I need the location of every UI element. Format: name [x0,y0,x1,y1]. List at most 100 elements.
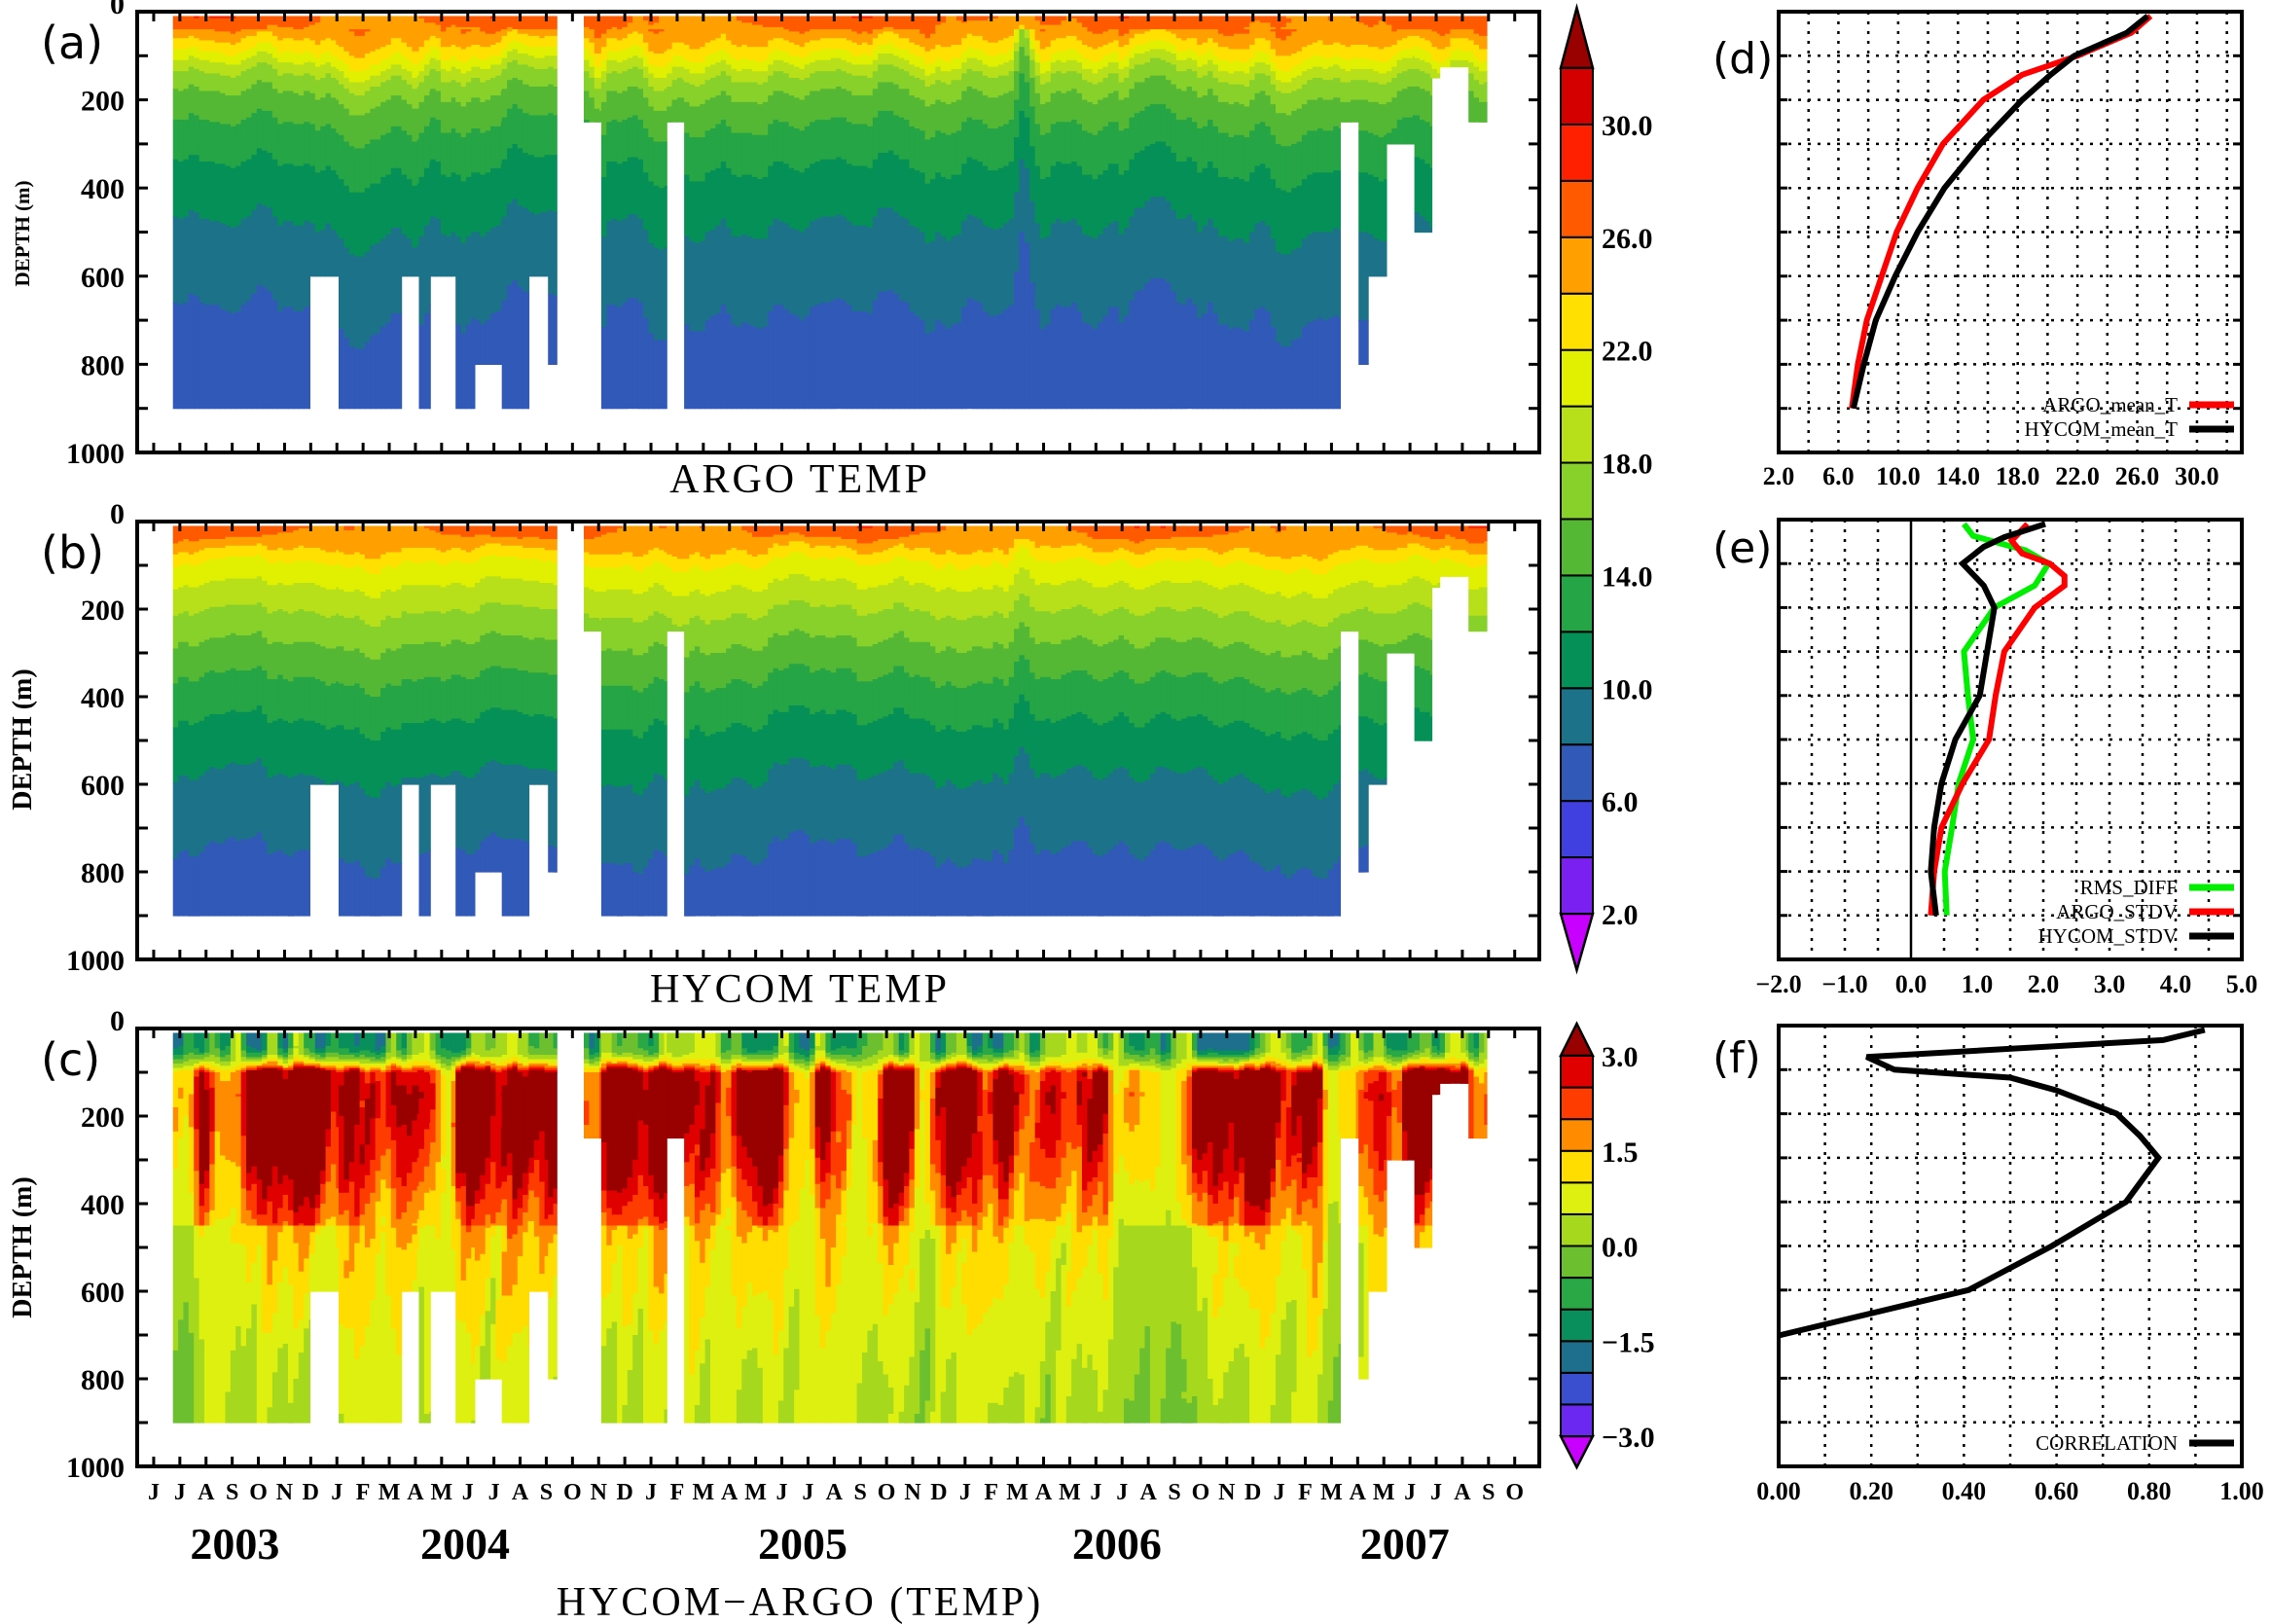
contour-cell [909,75,916,96]
contour-cell [288,856,294,917]
contour-cell [1129,117,1136,161]
contour-cell [1139,541,1146,556]
contour-cell [527,113,530,156]
contour-cell [1065,122,1072,164]
contour-cell [1234,525,1240,533]
contour-cell [667,49,673,63]
contour-cell [490,64,497,79]
contour-cell [1039,104,1046,136]
contour-cell [667,525,673,556]
contour-cell [1223,324,1230,410]
contour-cell [435,16,442,26]
contour-cell [539,560,546,584]
contour-cell [304,38,310,53]
contour-cell [407,16,413,48]
contour-cell [364,54,371,70]
contour-cell [720,653,727,689]
contour-cell [904,525,911,538]
contour-cell [972,552,978,566]
contour-cell [495,536,502,545]
contour-cell [288,122,294,164]
contour-cell [606,29,613,39]
contour-cell [1234,49,1240,61]
contour-cell [230,313,236,410]
contour-cell [1265,167,1272,227]
contour-cell [523,291,529,410]
contour-cell [637,16,644,35]
contour-cell [1149,562,1156,586]
contour-cell [298,40,305,54]
contour-cell [836,29,843,39]
contour-cell [1317,78,1324,98]
contour-cell [267,534,273,551]
contour-cell [348,618,355,652]
contour-cell [230,33,236,46]
contour-cell [1259,688,1266,733]
contour-cell [1113,51,1120,63]
contour-cell [1276,38,1281,56]
contour-cell [471,723,476,778]
contour-cell [622,38,629,51]
contour-cell [653,90,660,112]
contour-cell [1424,73,1431,92]
contour-cell [528,525,535,538]
contour-cell [862,646,868,682]
contour-cell [1014,552,1020,575]
contour-cell [940,236,947,326]
contour-cell [955,569,962,593]
contour-cell [480,670,487,713]
contour-cell [1144,723,1151,781]
contour-cell [375,333,381,410]
contour-cell [700,16,706,48]
contour-cell [700,104,706,138]
contour-cell [1234,720,1240,776]
contour-cell [1445,47,1451,59]
contour-cell [423,95,430,127]
contour-cell [1186,38,1193,51]
contour-cell [364,113,371,145]
contour-cell [375,49,381,65]
contour-cell [898,159,905,218]
contour-cell [777,16,784,28]
contour-cell [783,73,790,94]
contour-cell [872,525,879,542]
contour-cell [1358,232,1365,321]
contour-cell [336,681,340,726]
contour-cell [1139,589,1146,617]
contour-cell [225,42,232,56]
contour-cell [700,620,706,654]
contour-cell [480,711,487,768]
contour-cell [622,218,629,304]
contour-cell [664,589,667,617]
contour-cell [471,317,476,410]
contour-cell [1234,59,1240,72]
contour-cell [1265,594,1272,624]
contour-cell [271,68,278,90]
contour-cell [282,90,289,123]
contour-cell [544,87,549,116]
contour-cell [1050,562,1057,586]
contour-cell [282,26,289,39]
contour-cell [1192,122,1198,162]
contour-cell [977,681,984,726]
contour-cell [682,55,685,68]
contour-cell [1008,35,1015,51]
contour-cell [309,165,316,224]
contour-cell [1270,179,1277,239]
contour-cell [451,525,456,536]
contour-cell [1312,172,1318,234]
contour-cell [251,209,258,295]
contour-cell [343,685,350,731]
contour-cell [214,714,221,770]
contour-cell [935,320,942,410]
contour-cell [1082,767,1088,843]
contour-cell [924,139,931,185]
contour-cell [1008,849,1015,917]
contour-cell [451,172,456,234]
contour-cell [1071,545,1078,559]
contour-cell [198,562,205,586]
contour-cell [465,71,472,84]
contour-cell [862,95,868,126]
contour-cell [1087,324,1094,410]
contour-cell [1276,80,1281,92]
